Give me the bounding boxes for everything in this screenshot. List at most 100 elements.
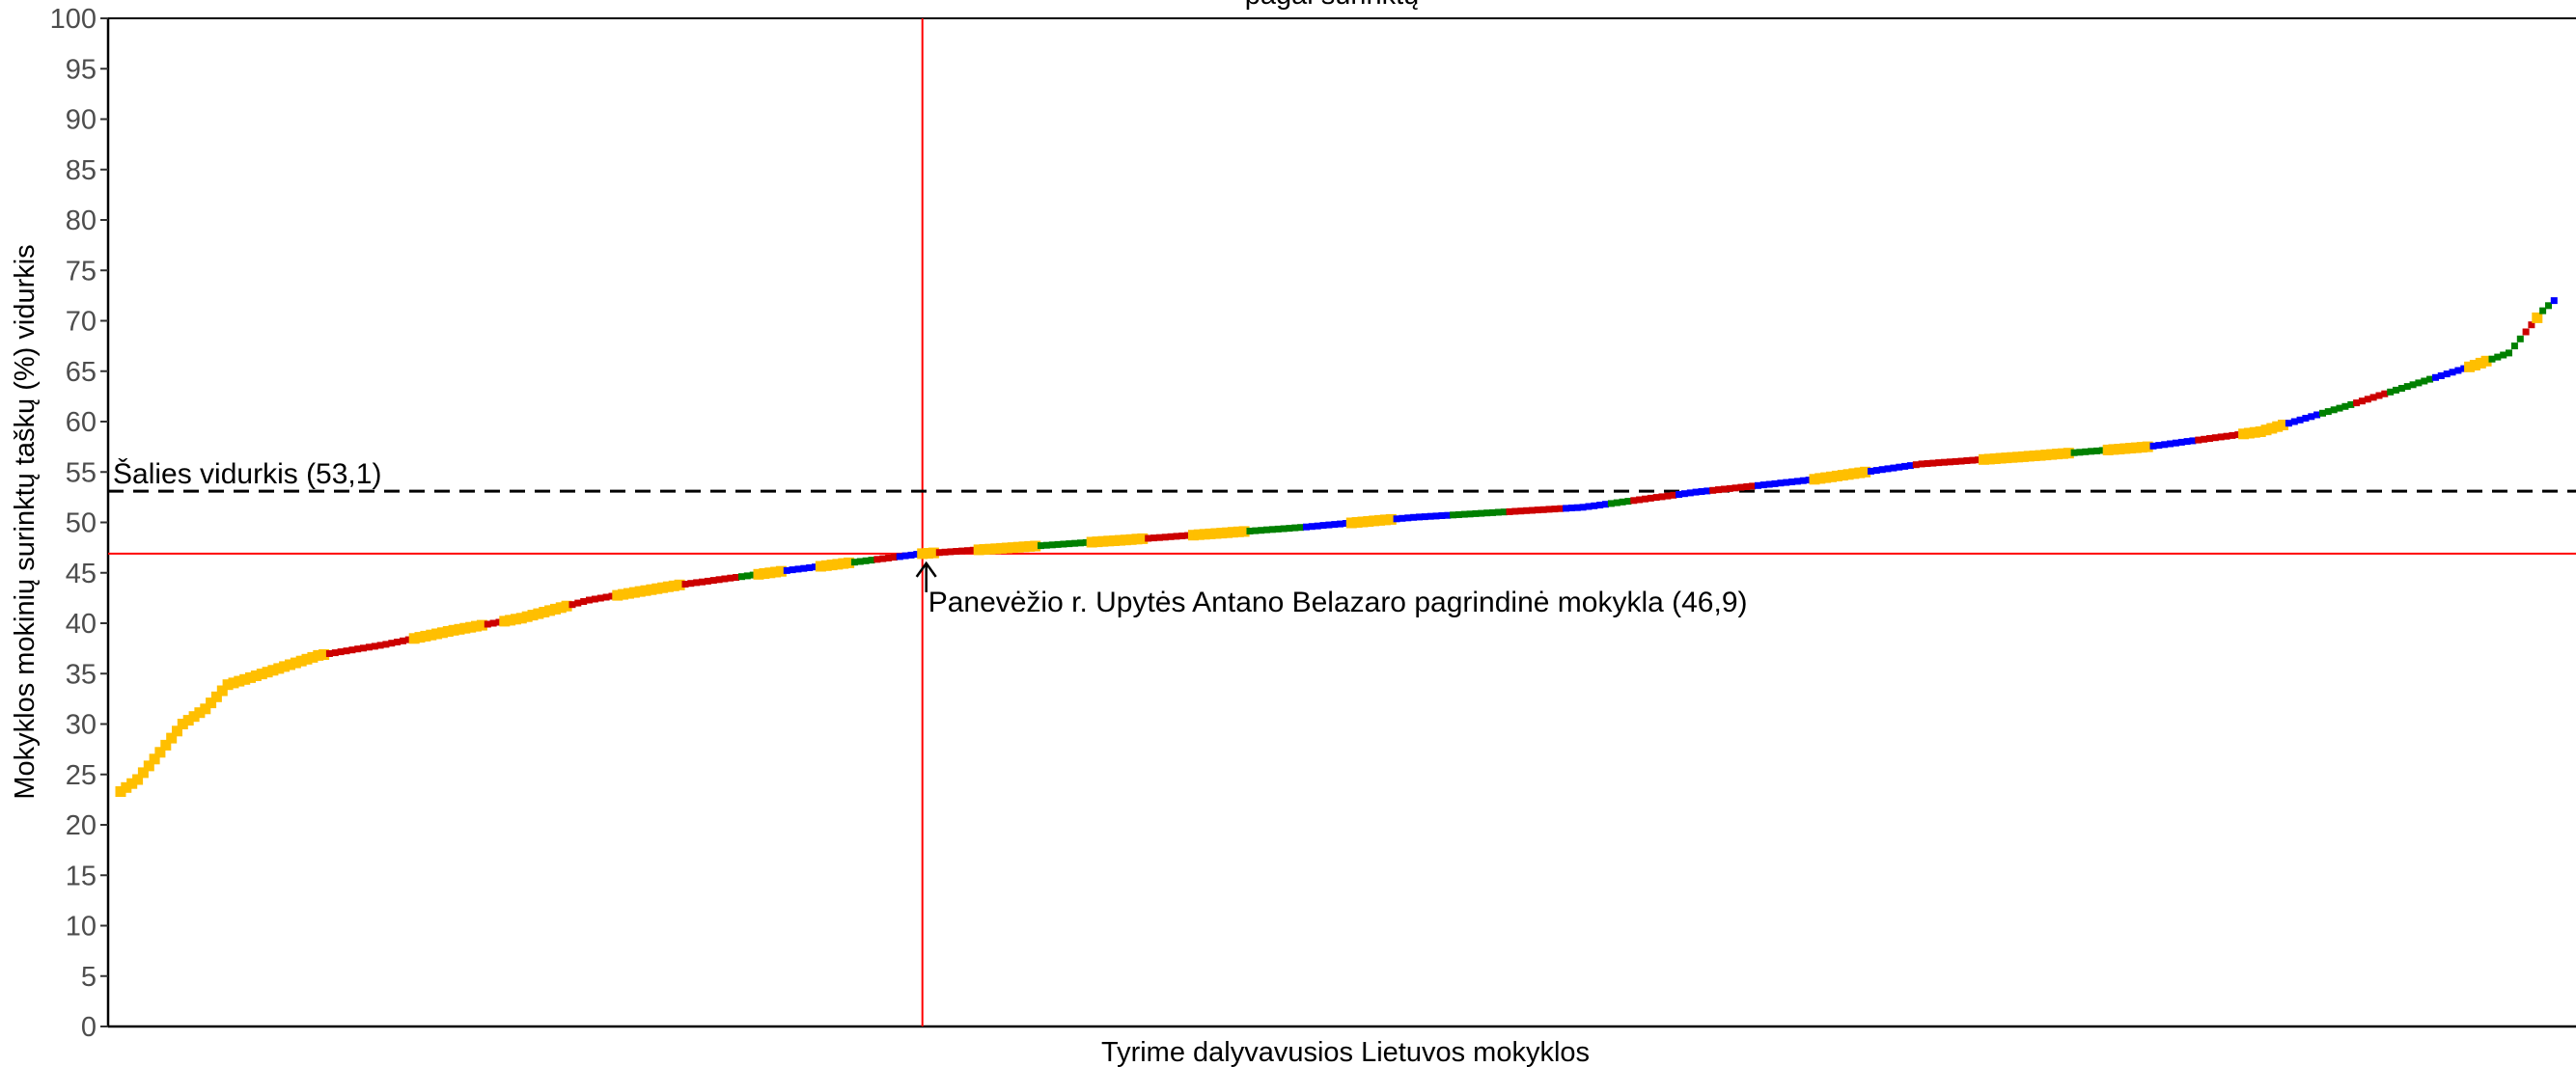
school-point (1115, 534, 1125, 546)
school-point (1263, 526, 1270, 534)
school-point (1788, 479, 1796, 485)
school-point (313, 649, 324, 661)
school-point (290, 657, 301, 669)
school-point (623, 588, 634, 599)
school-point (856, 558, 864, 565)
school-point (2266, 423, 2278, 434)
school-point (1715, 486, 1722, 494)
school-point (521, 611, 533, 622)
school-point (1809, 474, 1820, 485)
school-point (1837, 470, 1848, 481)
school-point (969, 546, 977, 554)
school-point (1086, 536, 1097, 548)
school-point (913, 551, 921, 559)
school-point (789, 566, 796, 574)
school-point (2114, 444, 2125, 454)
y-tick-label: 65 (66, 357, 97, 388)
school-point (1018, 541, 1030, 553)
school-point (749, 571, 757, 579)
school-point (2035, 450, 2046, 461)
school-point (699, 578, 706, 586)
school-point (1210, 528, 1222, 539)
school-point (662, 581, 674, 592)
school-point (1848, 468, 1860, 479)
school-point (1280, 525, 1288, 533)
school-point (1692, 488, 1700, 496)
school-point (1060, 540, 1067, 548)
school-point (608, 592, 616, 600)
school-point (1109, 535, 1121, 546)
school-point (1454, 511, 1462, 518)
y-axis-ticks: 0 5 10 15 20 25 30 35 40 45 50 55 60 65 70 75 80 85 90 95 10… (50, 4, 108, 1043)
school-point (388, 640, 396, 647)
school-point (2142, 441, 2153, 452)
school-point (2238, 428, 2250, 440)
school-point (1030, 540, 1041, 552)
school-point (2324, 408, 2332, 416)
school-point (1478, 509, 1485, 517)
school-point (1929, 459, 1937, 467)
y-tick-label: 25 (66, 760, 97, 791)
school-point (1820, 472, 1832, 483)
y-tick-label: 15 (66, 861, 97, 891)
school-point (1591, 502, 1598, 509)
y-tick-label: 30 (66, 710, 97, 741)
school-point (1007, 542, 1018, 554)
school-point (182, 715, 194, 726)
school-point (1438, 512, 1446, 519)
school-point (2234, 431, 2242, 439)
school-point (1680, 490, 1688, 498)
school-point (239, 673, 251, 685)
school-point (1529, 506, 1536, 514)
school-point (476, 619, 487, 631)
school-point (1783, 479, 1790, 486)
school-point (1137, 533, 1149, 544)
school-point (228, 677, 239, 689)
school-point (2347, 400, 2355, 408)
school-point (343, 647, 350, 655)
school-point (2336, 404, 2343, 412)
school-point (1872, 467, 1880, 475)
school-point (2545, 302, 2552, 310)
school-point (783, 566, 790, 574)
school-point (1357, 516, 1369, 528)
school-point (527, 610, 539, 621)
school-point (1082, 538, 1090, 546)
school-point (1969, 456, 1977, 464)
school-point (1167, 533, 1175, 540)
school-point (1024, 540, 1036, 552)
school-point (2290, 418, 2298, 425)
school-point (408, 633, 420, 644)
school-point (1652, 494, 1660, 502)
school-point (2161, 441, 2169, 449)
school-point (2454, 367, 2462, 374)
school-point (1517, 507, 1525, 515)
school-point (194, 707, 206, 719)
highlighted-school-label: Panevėžio r. Upytės Antano Belazaro pagr… (928, 587, 1748, 618)
school-point (2415, 379, 2423, 387)
school-point (262, 667, 273, 678)
school-point (1199, 529, 1210, 540)
school-point (471, 620, 482, 632)
school-point (2108, 444, 2119, 455)
school-point (2102, 444, 2114, 455)
school-point (1511, 507, 1519, 515)
school-point (2012, 451, 2024, 463)
school-point (2510, 342, 2518, 350)
school-point (890, 554, 898, 561)
school-point (1557, 505, 1565, 512)
school-point (1539, 506, 1547, 513)
school-point (539, 607, 550, 617)
school-point (1145, 534, 1152, 542)
school-point (2211, 434, 2219, 442)
school-point (1048, 541, 1056, 549)
school-point (2494, 353, 2502, 361)
y-tick-label: 85 (66, 155, 97, 186)
school-point (947, 548, 955, 556)
school-point (1567, 505, 1575, 511)
y-tick-label: 75 (66, 256, 97, 287)
school-point (2088, 448, 2095, 455)
school-point (1363, 516, 1374, 527)
y-axis-title: Mokyklos mokinių surinktų taškų (%) vidu… (10, 244, 41, 799)
school-point (1726, 484, 1733, 492)
